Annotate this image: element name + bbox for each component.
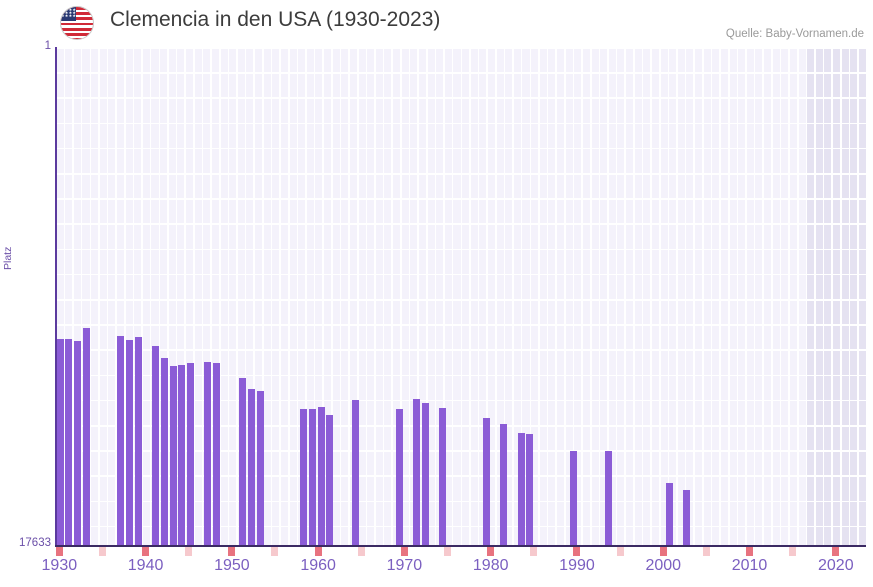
bar-1951[interactable] (239, 378, 247, 546)
bar-1974[interactable] (439, 408, 447, 546)
x-axis-label-2000: 2000 (645, 557, 682, 574)
bar-series (55, 47, 866, 546)
x-axis-line (55, 545, 866, 547)
x-axis-label-1960: 1960 (300, 557, 336, 574)
flag-stripes (61, 7, 93, 39)
bar-1959[interactable] (308, 409, 316, 546)
bar-1932[interactable] (73, 341, 81, 546)
x-tick-1935 (98, 547, 106, 556)
x-axis-label-1970: 1970 (386, 557, 423, 574)
bar-1937[interactable] (117, 336, 125, 546)
bar-1931[interactable] (65, 339, 73, 546)
bar-1941[interactable] (152, 346, 160, 546)
x-tick-1940 (142, 547, 150, 556)
x-tick-2015 (789, 547, 797, 556)
bar-1938[interactable] (126, 340, 134, 546)
x-tick-1930 (55, 547, 63, 556)
bar-1944[interactable] (178, 365, 186, 546)
x-tick-1985 (530, 547, 538, 556)
x-tick-1970 (400, 547, 408, 556)
bar-1989[interactable] (569, 451, 577, 546)
bar-1981[interactable] (500, 424, 508, 546)
bar-1943[interactable] (169, 366, 177, 546)
x-tick-1990 (573, 547, 581, 556)
x-axis-labels: 1930 1940 1950 1960 1970 1980 1990 2000 2010 2020 (0, 557, 873, 583)
bar-1969[interactable] (395, 409, 403, 546)
bar-1971[interactable] (413, 399, 421, 546)
chart-header: ★★★★ ★★★★ ★★★★ Clemencia in den USA (1930-… (0, 0, 873, 47)
flag-stars: ★★★★ ★★★★ ★★★★ (61, 7, 76, 19)
x-tick-1975 (444, 547, 452, 556)
bar-1942[interactable] (160, 358, 168, 546)
y-axis-max-label: 1 (44, 40, 51, 52)
source-attribution: Quelle: Baby-Vornamen.de (725, 28, 864, 40)
y-axis-line (55, 47, 57, 546)
bar-1993[interactable] (604, 451, 612, 546)
y-axis-min-label: 17633 (19, 537, 51, 549)
x-tick-1945 (185, 547, 193, 556)
x-tick-1980 (487, 547, 495, 556)
bar-1945[interactable] (187, 363, 194, 546)
x-axis-label-1980: 1980 (472, 557, 509, 574)
x-axis-label-1950: 1950 (214, 557, 250, 574)
plot-area (55, 47, 866, 546)
x-axis-label-2010: 2010 (731, 557, 768, 574)
us-flag-icon: ★★★★ ★★★★ ★★★★ (60, 6, 94, 40)
bar-1958[interactable] (300, 409, 308, 546)
bar-2000[interactable] (665, 483, 673, 546)
x-axis-label-1940: 1940 (127, 557, 164, 574)
x-tick-2005 (702, 547, 710, 556)
bar-1964[interactable] (352, 400, 360, 546)
bar-1972[interactable] (421, 403, 429, 546)
bar-1948[interactable] (213, 363, 221, 546)
bar-1939[interactable] (134, 337, 142, 546)
bar-1933[interactable] (82, 328, 90, 546)
x-tick-2020 (832, 547, 840, 556)
x-tick-2000 (659, 547, 667, 556)
bar-1930[interactable] (56, 339, 64, 546)
bar-1952[interactable] (247, 389, 255, 546)
bar-1953[interactable] (256, 391, 264, 546)
x-tick-1960 (314, 547, 322, 556)
x-axis-label-1930: 1930 (41, 557, 78, 574)
x-axis-label-2020: 2020 (818, 557, 854, 574)
x-tick-1995 (616, 547, 624, 556)
bar-1984[interactable] (526, 434, 534, 546)
page-title: Clemencia in den USA (1930-2023) (110, 8, 441, 31)
bar-1947[interactable] (204, 362, 212, 546)
x-tick-2010 (746, 547, 753, 556)
y-axis-title: Platz (2, 246, 14, 270)
bar-1960[interactable] (317, 407, 325, 546)
x-axis-label-1990: 1990 (559, 557, 595, 574)
flag-canton (61, 7, 76, 21)
x-tick-1955 (271, 547, 279, 556)
x-axis-tick-marks (55, 547, 866, 556)
future-shaded-region (806, 47, 866, 546)
bar-1983[interactable] (517, 433, 525, 546)
bar-2002[interactable] (682, 490, 690, 546)
x-tick-1950 (228, 547, 236, 556)
x-tick-1965 (357, 547, 365, 556)
bar-1961[interactable] (326, 415, 334, 546)
bar-1979[interactable] (482, 418, 490, 546)
